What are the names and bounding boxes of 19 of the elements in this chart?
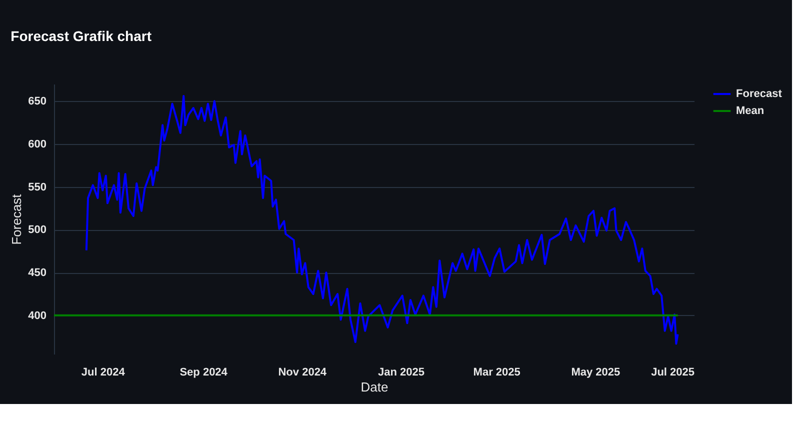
y-tick-label: 650 (28, 96, 46, 108)
line-series (85, 95, 679, 345)
y-tick-label: 400 (28, 310, 46, 322)
legend-label: Forecast (736, 88, 782, 100)
x-tick-label: Mar 2025 (473, 366, 520, 378)
x-tick-label: Jan 2025 (378, 366, 424, 378)
y-tick-label: 450 (28, 267, 46, 280)
y-axis-title: Forecast (9, 194, 24, 245)
x-axis-title: Date (360, 380, 388, 394)
chart-title: Forecast Grafik chart (10, 28, 152, 44)
y-tick-label: 600 (28, 138, 46, 150)
legend-label: Mean (736, 105, 764, 117)
x-tick-label: Jul 2024 (81, 366, 126, 378)
y-tick-label: 500 (28, 224, 46, 236)
y-tick-label: 550 (28, 181, 46, 194)
x-tick-label: Sep 2024 (180, 366, 228, 378)
x-tick-label: May 2025 (571, 366, 620, 378)
x-tick-label: Jul 2025 (651, 366, 694, 378)
x-tick-label: Nov 2024 (278, 366, 328, 378)
